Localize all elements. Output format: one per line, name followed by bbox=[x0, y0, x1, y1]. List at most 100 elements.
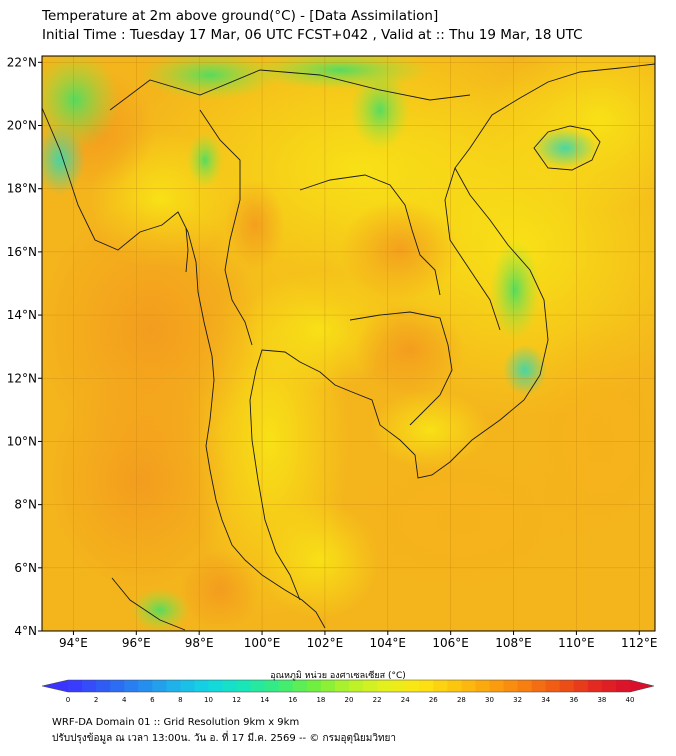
colorbar-segment bbox=[222, 680, 237, 692]
colorbar-segment bbox=[601, 680, 617, 692]
temperature-field bbox=[42, 56, 655, 631]
colorbar-tick-label: 12 bbox=[232, 696, 241, 704]
colorbar-segment bbox=[503, 680, 518, 692]
lat-label: 20°N bbox=[7, 119, 37, 133]
colorbar-tick-label: 2 bbox=[94, 696, 98, 704]
colorbar-segment bbox=[377, 680, 392, 692]
colorbar-segment bbox=[306, 680, 322, 692]
colorbar-segment bbox=[419, 680, 434, 692]
hainan-island bbox=[533, 125, 601, 171]
colorbar-tick-label: 10 bbox=[204, 696, 213, 704]
colorbar-segment bbox=[82, 680, 97, 692]
graticule bbox=[42, 56, 655, 632]
lon-label: 94°E bbox=[59, 636, 88, 650]
lon-label: 110°E bbox=[558, 636, 595, 650]
lon-label: 100°E bbox=[244, 636, 281, 650]
colorbar-segment bbox=[138, 680, 153, 692]
colorbar-segment bbox=[517, 680, 533, 692]
colorbar-segment bbox=[559, 680, 575, 692]
colorbar-tick-label: 30 bbox=[485, 696, 494, 704]
lat-label: 16°N bbox=[7, 245, 37, 259]
footer-model-info: WRF-DA Domain 01 :: Grid Resolution 9km … bbox=[52, 717, 300, 728]
map-frame bbox=[41, 55, 656, 632]
colorbar-segment bbox=[587, 680, 603, 692]
lon-label: 112°E bbox=[621, 636, 658, 650]
map-title: Temperature at 2m above ground(°C) - [Da… bbox=[42, 8, 439, 24]
colorbar-segment bbox=[208, 680, 223, 692]
colorbar bbox=[41, 679, 655, 693]
colorbar-segment bbox=[292, 680, 308, 692]
colorbar-segment bbox=[545, 680, 561, 692]
andaman-islands bbox=[185, 227, 189, 273]
footer-update-info: ปรับปรุงข้อมูล ณ เวลา 13:00น. วัน อ. ที่… bbox=[52, 733, 397, 744]
colorbar-segment bbox=[110, 680, 125, 692]
colorbar-tick-label: 20 bbox=[345, 696, 354, 704]
colorbar-segment bbox=[391, 680, 406, 692]
lat-label: 10°N bbox=[7, 434, 37, 448]
colorbar-segment bbox=[405, 680, 420, 692]
map-subtitle: Initial Time : Tuesday 17 Mar, 06 UTC FC… bbox=[42, 27, 583, 43]
colorbar-segment bbox=[615, 680, 631, 692]
colorbar-segment bbox=[124, 680, 139, 692]
coastline-mainland bbox=[42, 107, 326, 629]
colorbar-tick-labels: 0 2 4 6 8 10 12 14 16 18 20 22 24 26 28 30 32 34 36 38 40 bbox=[66, 696, 635, 704]
border-thailand-laos bbox=[299, 174, 441, 296]
colorbar-tick-label: 18 bbox=[316, 696, 325, 704]
colorbar-segment bbox=[363, 680, 378, 692]
colorbar-tick-label: 6 bbox=[150, 696, 155, 704]
lat-label: 12°N bbox=[7, 371, 37, 385]
lon-label: 102°E bbox=[307, 636, 344, 650]
colorbar-tick-label: 4 bbox=[122, 696, 127, 704]
lon-label: 108°E bbox=[495, 636, 532, 650]
colorbar-segment bbox=[475, 680, 490, 692]
colorbar-tick-label: 34 bbox=[541, 696, 550, 704]
colorbar-segment bbox=[152, 680, 167, 692]
colorbar-segment bbox=[250, 680, 266, 692]
colorbar-segment bbox=[264, 680, 280, 692]
colorbar-tick-label: 22 bbox=[373, 696, 382, 704]
colorbar-segment bbox=[194, 680, 209, 692]
border-cambodia bbox=[349, 311, 453, 426]
colorbar-tick-label: 0 bbox=[66, 696, 70, 704]
lon-label: 98°E bbox=[185, 636, 214, 650]
colorbar-segment bbox=[166, 680, 181, 692]
colorbar-segment bbox=[349, 680, 364, 692]
lon-label: 96°E bbox=[122, 636, 151, 650]
colorbar-segment bbox=[68, 680, 83, 692]
lat-label: 22°N bbox=[7, 55, 37, 69]
colorbar-tick-label: 8 bbox=[178, 696, 182, 704]
border-myanmar bbox=[199, 109, 253, 346]
colorbar-min-extend bbox=[42, 680, 68, 692]
colorbar-title: อุณหภูมิ หน่วย องศาเซลเซียส (°C) bbox=[270, 671, 406, 681]
colorbar-tick-label: 28 bbox=[457, 696, 466, 704]
axis-ticks bbox=[38, 61, 640, 635]
sumatra-coast bbox=[111, 577, 186, 631]
latitude-labels: 22°N 20°N 18°N 16°N 14°N 12°N 10°N 8°N 6°N 4°N bbox=[7, 55, 37, 638]
longitude-labels: 94°E 96°E 98°E 100°E 102°E 104°E 106°E 108°E 110… bbox=[59, 636, 658, 650]
colorbar-segment bbox=[236, 680, 252, 692]
colorbar-segment bbox=[447, 680, 462, 692]
colorbar-tick-label: 32 bbox=[513, 696, 522, 704]
colorbar-tick-label: 16 bbox=[288, 696, 297, 704]
lat-label: 18°N bbox=[7, 182, 37, 196]
colorbar-max-extend bbox=[630, 680, 654, 692]
colorbar-segment bbox=[461, 680, 476, 692]
colorbar-tick-label: 26 bbox=[429, 696, 438, 704]
colorbar-segment bbox=[334, 680, 350, 692]
colorbar-segment bbox=[278, 680, 294, 692]
colorbar-tick-label: 38 bbox=[597, 696, 606, 704]
colorbar-tick-label: 40 bbox=[626, 696, 635, 704]
lat-label: 14°N bbox=[7, 308, 37, 322]
lat-label: 4°N bbox=[14, 624, 37, 638]
coastline-gulf-west bbox=[249, 63, 655, 601]
lat-label: 6°N bbox=[14, 561, 37, 575]
coastlines bbox=[42, 63, 655, 631]
colorbar-tick-label: 14 bbox=[260, 696, 269, 704]
colorbar-outline bbox=[41, 679, 655, 693]
colorbar-segment bbox=[489, 680, 504, 692]
colorbar-tick-label: 24 bbox=[401, 696, 410, 704]
lon-label: 106°E bbox=[432, 636, 469, 650]
lon-label: 104°E bbox=[370, 636, 407, 650]
colorbar-segment bbox=[320, 680, 336, 692]
